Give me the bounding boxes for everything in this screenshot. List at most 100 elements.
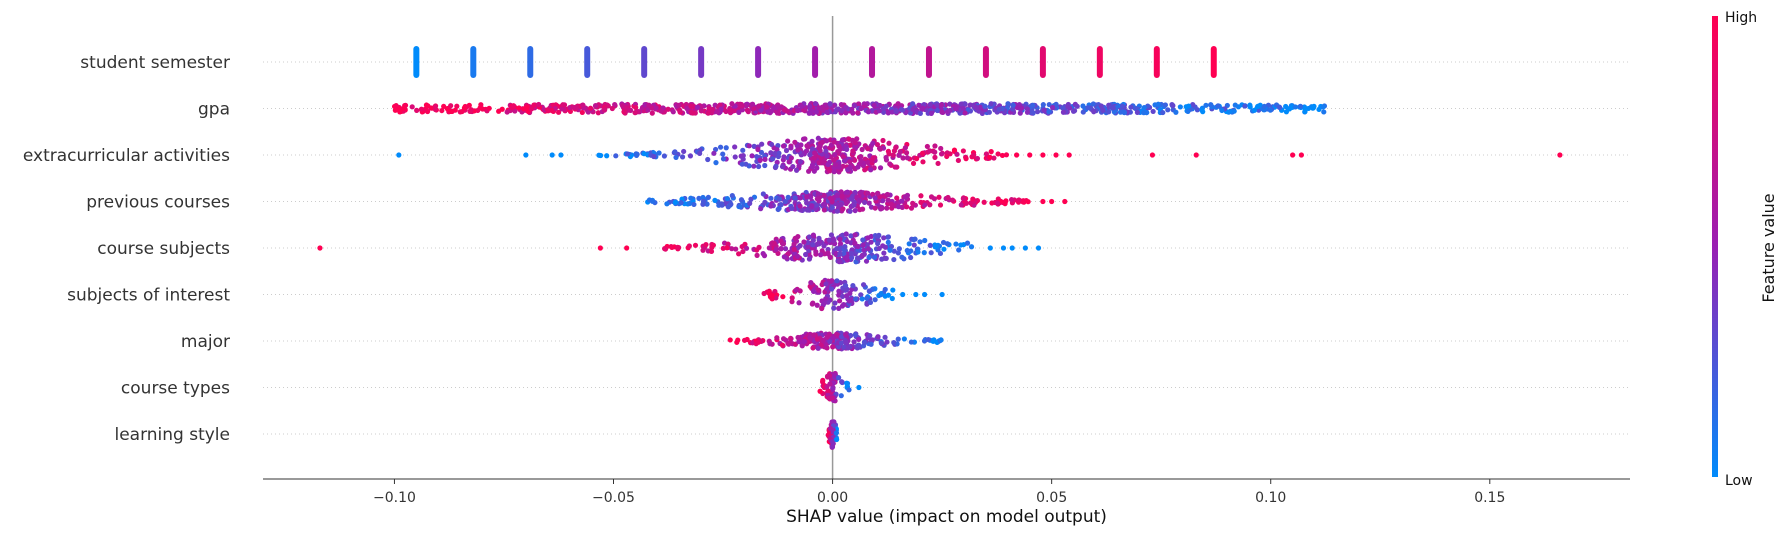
shap-point <box>794 107 801 113</box>
shap-point <box>814 302 820 308</box>
shap-point <box>843 110 849 116</box>
shap-point <box>691 201 697 208</box>
shap-point <box>669 244 675 251</box>
feature-label: student semester <box>80 53 230 73</box>
shap-point <box>773 246 779 253</box>
shap-outlier-point <box>900 291 906 298</box>
shap-point <box>933 243 939 249</box>
shap-point <box>486 105 492 111</box>
shap-point <box>895 101 901 107</box>
shap-point <box>710 242 716 248</box>
shap-point <box>816 160 822 166</box>
shap-point <box>841 250 847 257</box>
shap-point <box>855 164 861 170</box>
shap-point <box>1016 197 1022 203</box>
shap-point <box>809 138 815 144</box>
shap-point <box>676 102 682 108</box>
shap-point <box>751 163 757 169</box>
shap-point <box>885 110 891 116</box>
shap-point <box>849 255 855 261</box>
shap-point <box>958 242 964 248</box>
shap-point <box>839 137 846 143</box>
shap-point <box>793 287 799 293</box>
shap-point <box>775 103 781 110</box>
shap-point <box>896 203 902 210</box>
shap-point <box>883 154 889 161</box>
shap-point <box>902 145 909 151</box>
shap-point <box>865 246 872 252</box>
shap-point <box>739 161 745 167</box>
x-tick-label: 0.15 <box>1474 490 1505 506</box>
shap-point <box>958 101 964 107</box>
shap-point <box>844 189 850 195</box>
shap-point <box>963 156 969 162</box>
shap-point <box>965 107 971 113</box>
shap-point <box>842 243 848 250</box>
shap-point <box>870 140 876 146</box>
shap-point <box>852 207 858 214</box>
shap-point <box>771 240 777 246</box>
shap-point <box>780 336 787 342</box>
shap-point <box>683 101 689 108</box>
shap-point <box>770 156 776 162</box>
shap-point <box>820 377 826 383</box>
shap-point <box>829 395 835 401</box>
shap-point <box>780 143 787 149</box>
shap-point <box>649 198 655 204</box>
shap-point <box>874 190 881 197</box>
shap-point <box>944 241 950 247</box>
shap-point <box>801 338 807 345</box>
shap-point <box>837 251 843 257</box>
shap-point <box>774 335 780 341</box>
shap-outlier-point <box>1557 152 1563 158</box>
shap-point <box>846 387 852 393</box>
shap-point <box>672 199 678 205</box>
shap-outlier-point <box>1027 152 1033 158</box>
shap-point <box>570 104 577 110</box>
shap-point <box>821 192 827 198</box>
shap-point <box>1049 104 1056 111</box>
shap-outlier-point <box>987 245 993 251</box>
shap-point <box>927 202 933 208</box>
shap-point <box>609 105 615 112</box>
shap-point <box>723 108 729 115</box>
shap-point <box>891 340 897 346</box>
shap-point <box>688 103 694 109</box>
shap-point <box>868 239 874 245</box>
shap-point <box>766 245 772 251</box>
semester-value-bar <box>470 46 477 78</box>
feature-points-extracurricular-activities <box>396 135 1563 175</box>
shap-point <box>732 154 738 160</box>
shap-point <box>694 104 701 110</box>
shap-point <box>785 138 791 144</box>
shap-point <box>865 159 871 166</box>
shap-point <box>889 295 895 302</box>
shap-point <box>531 102 537 108</box>
shap-point <box>727 107 733 113</box>
shap-point <box>953 241 959 247</box>
semester-value-bar <box>584 46 591 78</box>
shap-outlier-point <box>1062 198 1068 205</box>
shap-outlier-point <box>1066 152 1072 158</box>
shap-point <box>1173 109 1179 115</box>
shap-point <box>1080 109 1086 115</box>
shap-point <box>944 153 950 160</box>
shap-point <box>883 103 889 109</box>
shap-point <box>792 139 798 145</box>
shap-point <box>840 206 846 212</box>
shap-point <box>899 254 905 260</box>
shap-point <box>995 151 1001 157</box>
shap-point <box>824 153 830 159</box>
shap-point <box>916 102 922 108</box>
shap-point <box>1046 108 1052 115</box>
shap-point <box>861 199 868 205</box>
shap-point <box>642 102 648 108</box>
shap-point <box>733 246 739 252</box>
shap-point <box>712 146 719 153</box>
shap-point <box>1074 103 1080 109</box>
shap-point <box>632 110 638 116</box>
shap-point <box>1128 104 1134 110</box>
shap-point <box>1185 108 1191 114</box>
shap-point <box>876 108 883 114</box>
shap-point <box>872 195 878 201</box>
